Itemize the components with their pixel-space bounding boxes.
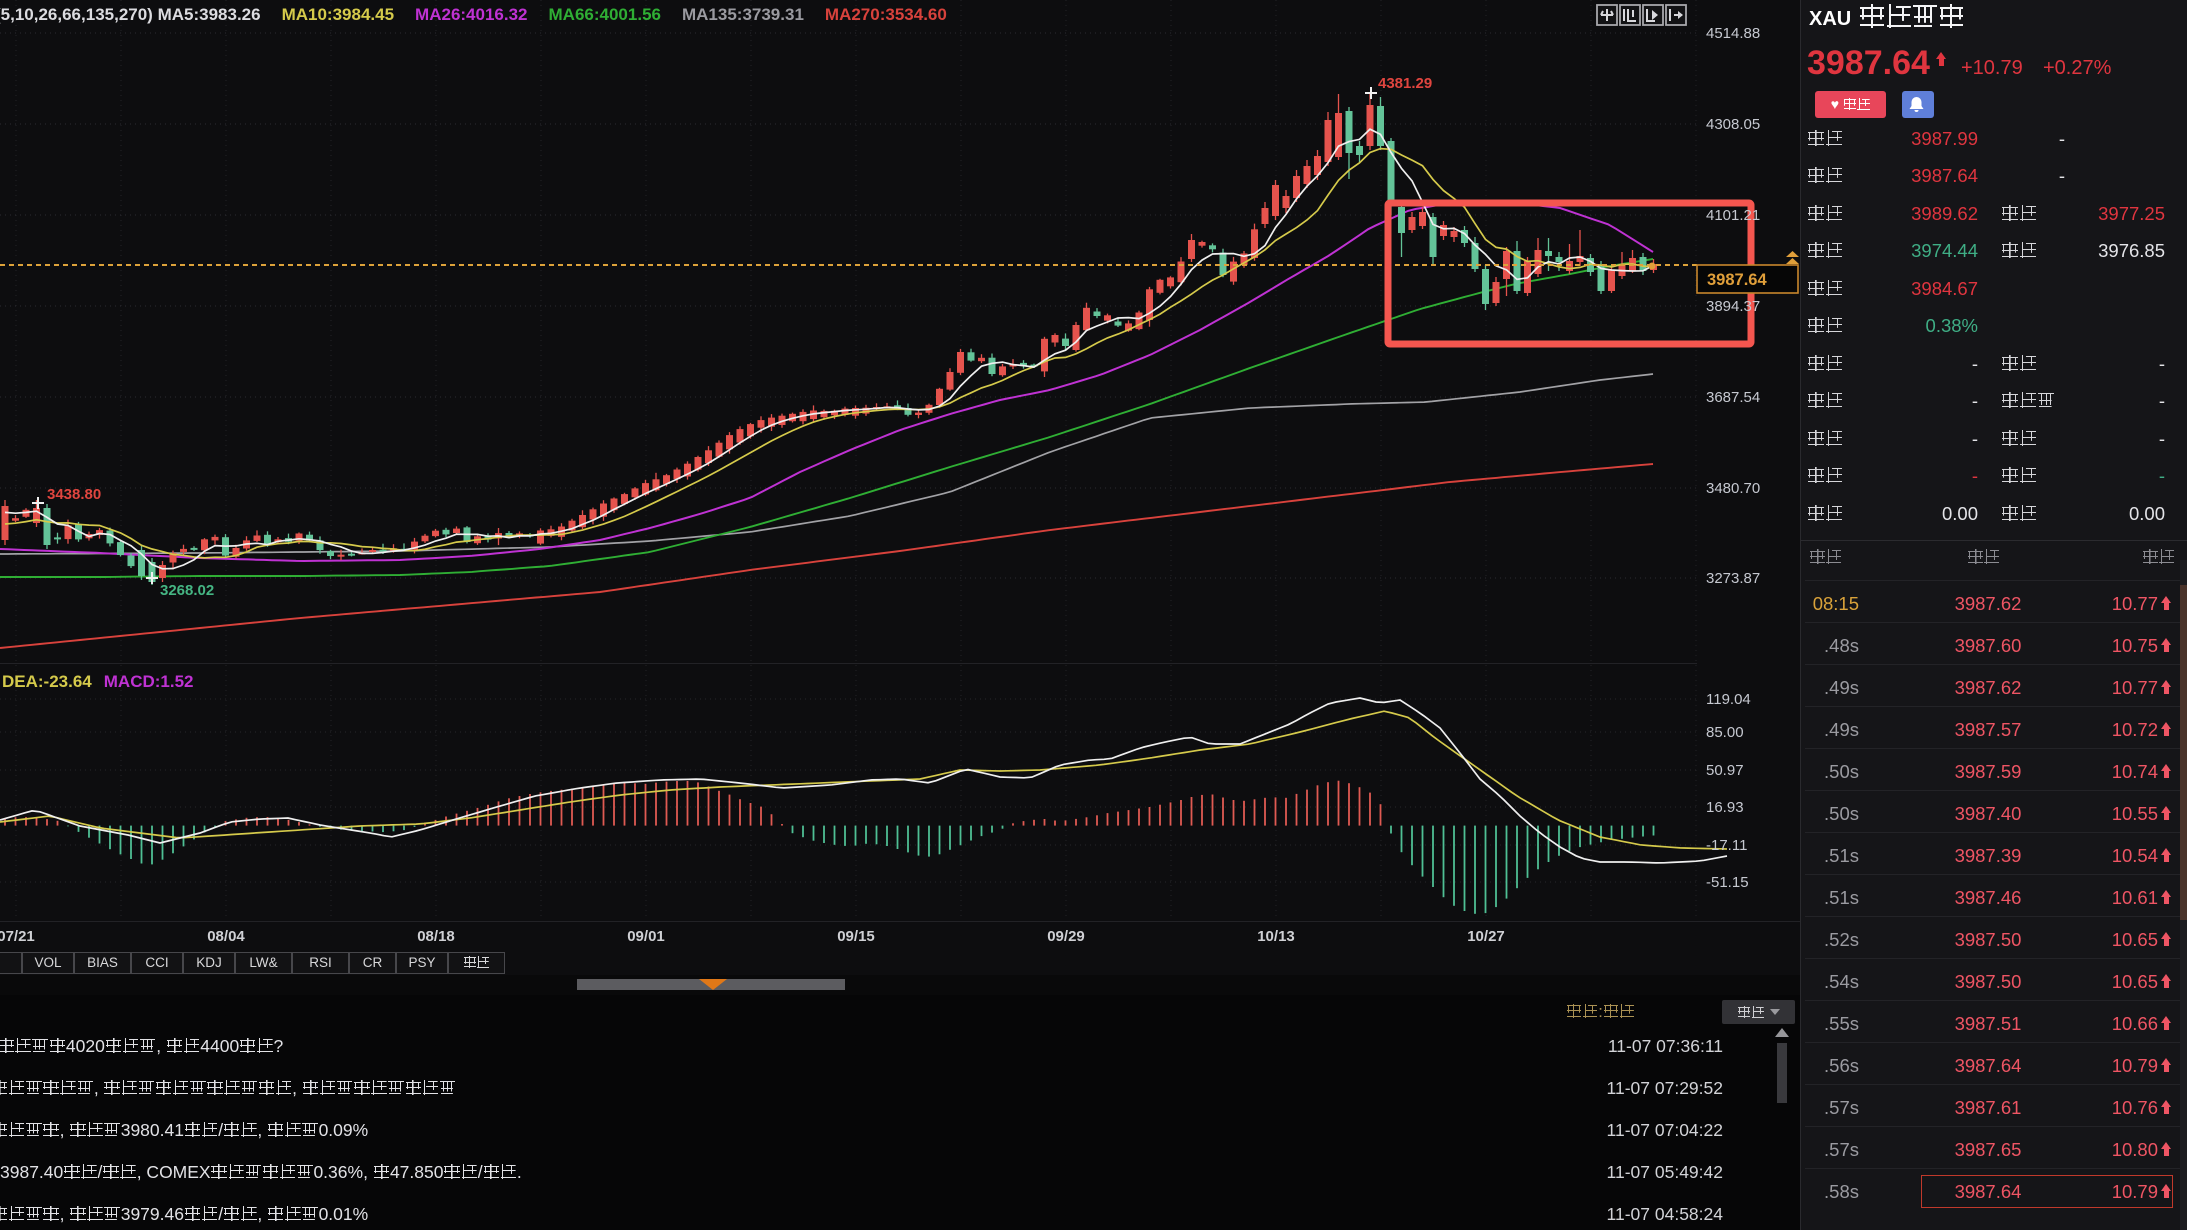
svg-text:4514.88: 4514.88 bbox=[1706, 25, 1760, 42]
svg-text:08/04: 08/04 bbox=[207, 928, 245, 945]
svg-text:09/29: 09/29 bbox=[1047, 928, 1085, 945]
svg-text:3687.54: 3687.54 bbox=[1706, 389, 1760, 406]
svg-text:-17.11: -17.11 bbox=[1706, 837, 1747, 854]
svg-text:4308.05: 4308.05 bbox=[1706, 116, 1760, 133]
svg-text:4381.29: 4381.29 bbox=[1378, 75, 1432, 92]
svg-text:4101.21: 4101.21 bbox=[1706, 207, 1760, 224]
svg-text:50.97: 50.97 bbox=[1706, 762, 1744, 779]
svg-text:09/01: 09/01 bbox=[627, 928, 665, 945]
svg-text:16.93: 16.93 bbox=[1706, 799, 1744, 816]
svg-text:-51.15: -51.15 bbox=[1706, 874, 1749, 891]
svg-text:119.04: 119.04 bbox=[1706, 691, 1751, 708]
svg-text:3894.37: 3894.37 bbox=[1706, 298, 1760, 315]
svg-text:09/15: 09/15 bbox=[837, 928, 875, 945]
svg-text:3987.64: 3987.64 bbox=[1707, 271, 1767, 289]
svg-text:(5,10,26,66,135,270) MA5:3983.: (5,10,26,66,135,270) MA5:3983.26 MA10:398… bbox=[0, 5, 947, 24]
svg-text:3268.02: 3268.02 bbox=[160, 582, 214, 599]
svg-text:10/13: 10/13 bbox=[1257, 928, 1295, 945]
svg-text:10/27: 10/27 bbox=[1467, 928, 1505, 945]
svg-text:3480.70: 3480.70 bbox=[1706, 480, 1760, 497]
svg-text:85.00: 85.00 bbox=[1706, 724, 1744, 741]
svg-text:3273.87: 3273.87 bbox=[1706, 570, 1760, 587]
svg-text:07/21: 07/21 bbox=[0, 928, 35, 945]
svg-text:3438.80: 3438.80 bbox=[47, 486, 101, 503]
svg-text:08/18: 08/18 bbox=[417, 928, 455, 945]
